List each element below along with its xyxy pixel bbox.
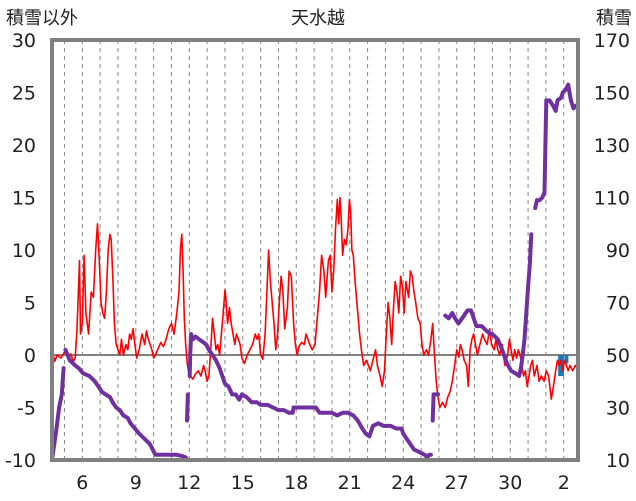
x-tick-label: 21	[338, 472, 362, 494]
right-tick-label: 130	[594, 135, 630, 157]
x-tick-label: 30	[498, 472, 522, 494]
x-tick-label: 12	[177, 472, 201, 494]
right-tick-label: 30	[606, 398, 630, 420]
x-tick-label: 2	[558, 472, 570, 494]
right-tick-label: 50	[606, 345, 630, 367]
right-axis-label: 積雪	[596, 8, 632, 29]
x-tick-label: 18	[284, 472, 308, 494]
snow-depth-line	[185, 392, 190, 423]
snow-depth-line	[63, 347, 189, 461]
left-axis-label: 積雪以外	[6, 8, 78, 29]
left-tick-label: 10	[12, 240, 36, 262]
snow-depth-series	[50, 82, 579, 462]
right-tick-label: 170	[594, 30, 630, 52]
left-tick-label: 30	[12, 30, 36, 52]
x-tick-label: 6	[76, 472, 88, 494]
x-tick-label: 24	[391, 472, 415, 494]
right-tick-label: 10	[606, 450, 630, 472]
left-tick-label: 5	[24, 293, 36, 315]
left-tick-label: -5	[17, 398, 36, 420]
right-tick-label: 110	[594, 188, 630, 210]
left-tick-label: 25	[12, 83, 36, 105]
chart-title: 天水越	[291, 8, 345, 29]
x-tick-label: 9	[130, 472, 142, 494]
left-tick-label: 0	[24, 345, 36, 367]
x-axis-ticks: 6 9 12 15 18 21 24 27 30 2	[76, 472, 570, 494]
precipitation-bar	[564, 355, 569, 364]
left-axis-ticks: -10 -5 0 5 10 15 20 25 30	[5, 30, 36, 472]
right-tick-label: 150	[594, 83, 630, 105]
snow-depth-line	[50, 366, 66, 462]
plot-frame	[50, 38, 580, 462]
vertical-gridlines	[63, 40, 565, 460]
x-tick-label: 27	[445, 472, 469, 494]
snow-depth-line	[430, 392, 440, 423]
right-tick-label: 70	[606, 293, 630, 315]
left-tick-label: 15	[12, 188, 36, 210]
right-tick-label: 90	[606, 240, 630, 262]
snow-depth-line	[533, 82, 579, 210]
right-axis-ticks: 10 30 50 70 90 110 130 150 170	[594, 30, 630, 472]
snow-depth-line	[187, 332, 433, 460]
left-tick-label: 20	[12, 135, 36, 157]
temperature-series	[51, 196, 579, 409]
temperature-line	[51, 196, 579, 409]
snow-depth-line	[443, 232, 534, 378]
left-tick-label: -10	[5, 450, 36, 472]
x-tick-label: 15	[231, 472, 255, 494]
